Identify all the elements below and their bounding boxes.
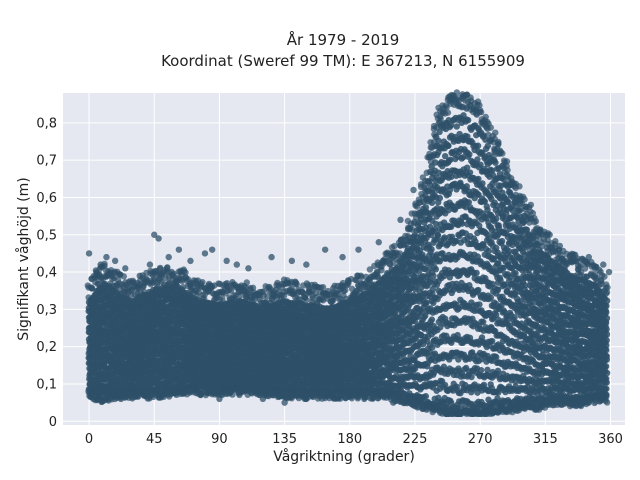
- data-points: [84, 89, 613, 418]
- data-point: [422, 393, 430, 400]
- data-point: [428, 316, 436, 323]
- chart-title-line1: År 1979 - 2019: [287, 30, 400, 49]
- data-point: [436, 194, 444, 202]
- data-point: [434, 232, 442, 239]
- data-point: [432, 266, 440, 273]
- data-point: [430, 272, 437, 279]
- data-point: [428, 246, 435, 253]
- chart-title-line2: Koordinat (Sweref 99 TM): E 367213, N 61…: [161, 52, 525, 70]
